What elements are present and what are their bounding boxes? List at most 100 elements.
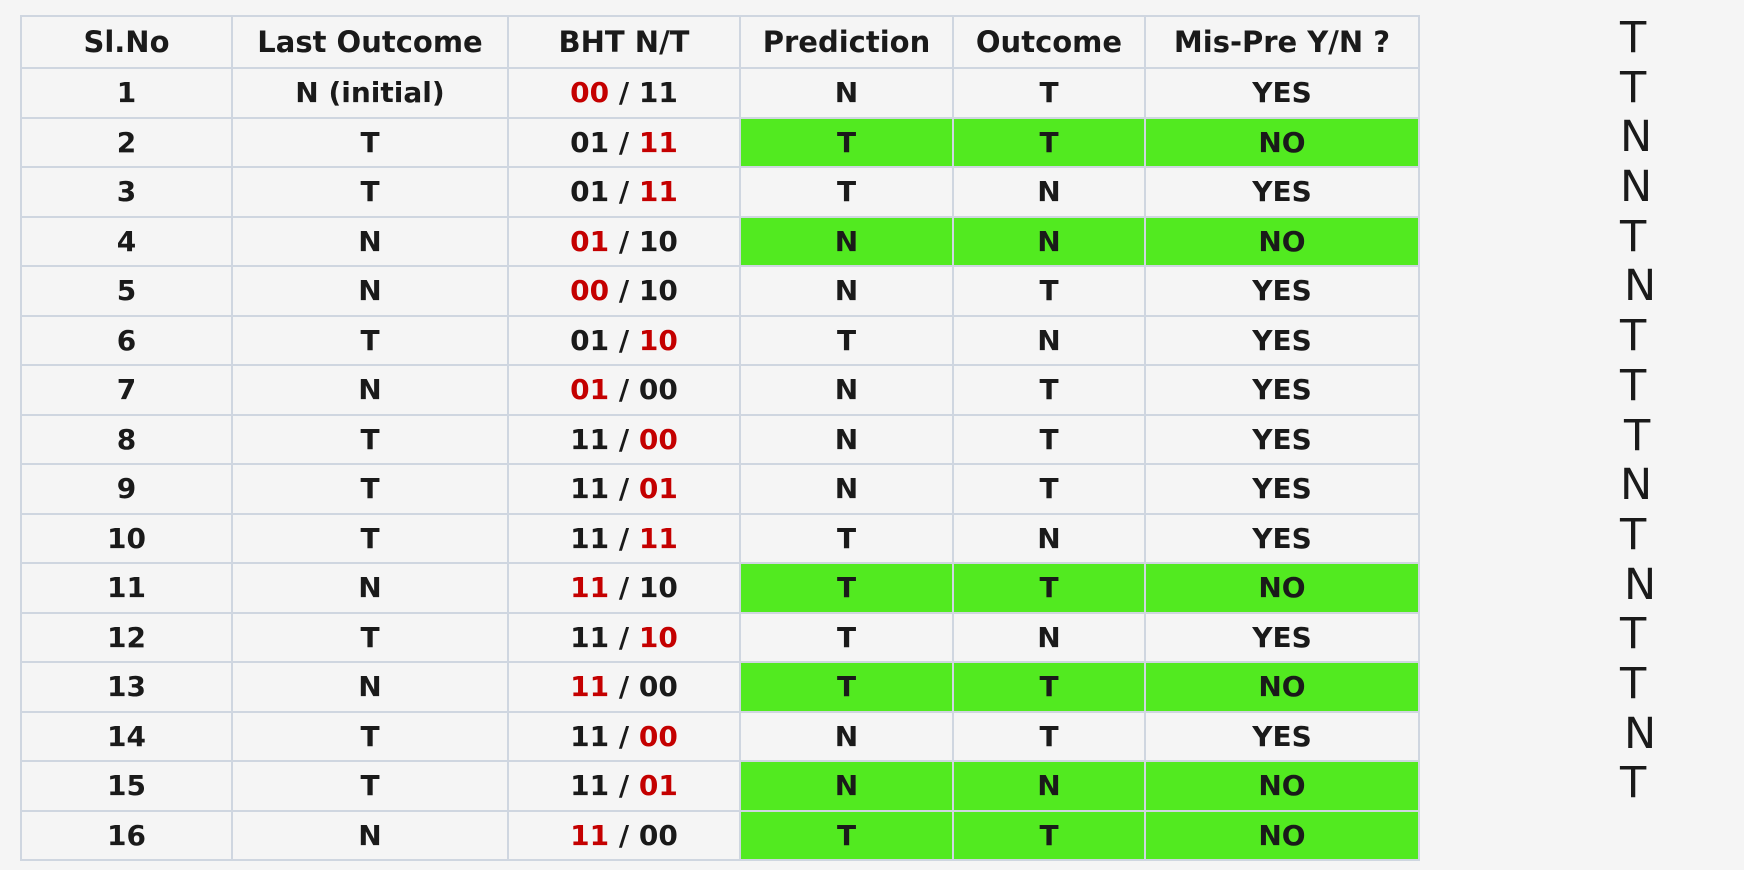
table-row: 9 T 11 / 01 N T YES	[20, 463, 1420, 515]
cell-slno: 13	[20, 661, 233, 713]
table-row: 12 T 11 / 10 T N YES	[20, 611, 1420, 663]
table-row: 10 T 11 / 11 T N YES	[20, 512, 1420, 564]
cell-slno: 7	[20, 364, 233, 416]
cell-mispredict: YES	[1144, 611, 1420, 663]
sequence-item: T	[1620, 62, 1647, 113]
cell-prediction: N	[739, 215, 954, 267]
cell-bht: 11 / 10	[507, 611, 741, 663]
cell-slno: 12	[20, 611, 233, 663]
bht-t-bits: 00	[638, 818, 678, 852]
sequence-item: T	[1620, 609, 1647, 660]
bht-n-bits: 01	[570, 373, 610, 407]
cell-prediction: T	[739, 166, 954, 218]
cell-prediction: T	[739, 611, 954, 663]
cell-slno: 6	[20, 314, 233, 366]
cell-outcome: T	[952, 710, 1146, 762]
cell-mispredict: NO	[1144, 116, 1420, 168]
cell-bht: 00 / 11	[507, 67, 741, 119]
sequence-item: T	[1624, 410, 1651, 461]
bht-separator: /	[609, 323, 639, 357]
cell-prediction: N	[739, 463, 954, 515]
cell-bht: 00 / 10	[507, 265, 741, 317]
bht-n-bits: 11	[570, 670, 610, 704]
cell-mispredict: NO	[1144, 562, 1420, 614]
cell-slno: 15	[20, 760, 233, 812]
cell-bht: 11 / 01	[507, 760, 741, 812]
header-row: Sl.No Last Outcome BHT N/T Prediction Ou…	[20, 15, 1420, 69]
bht-separator: /	[609, 521, 639, 555]
cell-bht: 11 / 00	[507, 809, 741, 861]
bht-t-bits: 11	[638, 175, 678, 209]
bht-separator: /	[609, 769, 639, 803]
cell-last-outcome: N	[231, 215, 509, 267]
cell-mispredict: NO	[1144, 809, 1420, 861]
bht-separator: /	[609, 571, 639, 605]
cell-prediction: T	[739, 562, 954, 614]
cell-last-outcome: T	[231, 710, 509, 762]
bht-n-bits: 11	[570, 571, 610, 605]
header-last-outcome: Last Outcome	[231, 15, 509, 69]
table-row: 13 N 11 / 00 T T NO	[20, 661, 1420, 713]
cell-bht: 11 / 01	[507, 463, 741, 515]
sequence-item: T	[1620, 658, 1647, 709]
bht-n-bits: 00	[570, 76, 610, 110]
cell-slno: 5	[20, 265, 233, 317]
bht-separator: /	[609, 224, 639, 258]
sequence-item: T	[1620, 211, 1647, 262]
cell-bht: 01 / 00	[507, 364, 741, 416]
cell-prediction: T	[739, 512, 954, 564]
bht-n-bits: 01	[570, 175, 610, 209]
table-row: 5 N 00 / 10 N T YES	[20, 265, 1420, 317]
cell-mispredict: YES	[1144, 364, 1420, 416]
bht-t-bits: 10	[638, 274, 678, 308]
cell-outcome: T	[952, 661, 1146, 713]
cell-last-outcome: N	[231, 562, 509, 614]
sequence-item: N	[1624, 708, 1657, 759]
header-prediction: Prediction	[739, 15, 954, 69]
bht-t-bits: 00	[638, 373, 678, 407]
cell-mispredict: NO	[1144, 215, 1420, 267]
bht-n-bits: 11	[570, 521, 610, 555]
cell-outcome: T	[952, 265, 1146, 317]
bht-separator: /	[609, 620, 639, 654]
sequence-item: N	[1620, 112, 1653, 163]
cell-outcome: T	[952, 562, 1146, 614]
bht-n-bits: 00	[570, 274, 610, 308]
cell-prediction: T	[739, 314, 954, 366]
cell-slno: 10	[20, 512, 233, 564]
sequence-item: N	[1620, 162, 1653, 213]
cell-last-outcome: T	[231, 413, 509, 465]
sequence-item: N	[1624, 559, 1657, 610]
cell-slno: 16	[20, 809, 233, 861]
cell-bht: 01 / 11	[507, 116, 741, 168]
bht-n-bits: 11	[570, 769, 610, 803]
bht-separator: /	[609, 472, 639, 506]
bht-t-bits: 11	[638, 125, 678, 159]
cell-last-outcome: T	[231, 611, 509, 663]
sequence-item: T	[1620, 311, 1647, 362]
cell-mispredict: YES	[1144, 512, 1420, 564]
bht-separator: /	[609, 422, 639, 456]
cell-mispredict: YES	[1144, 166, 1420, 218]
cell-prediction: T	[739, 661, 954, 713]
cell-slno: 14	[20, 710, 233, 762]
cell-outcome: T	[952, 463, 1146, 515]
bht-t-bits: 11	[638, 521, 678, 555]
bht-separator: /	[609, 274, 639, 308]
bht-t-bits: 11	[638, 76, 678, 110]
cell-outcome: T	[952, 809, 1146, 861]
table-row: 3 T 01 / 11 T N YES	[20, 166, 1420, 218]
cell-prediction: N	[739, 265, 954, 317]
cell-last-outcome: T	[231, 116, 509, 168]
cell-last-outcome: T	[231, 314, 509, 366]
cell-slno: 8	[20, 413, 233, 465]
cell-prediction: T	[739, 809, 954, 861]
cell-prediction: N	[739, 364, 954, 416]
bht-separator: /	[609, 373, 639, 407]
bht-t-bits: 10	[638, 323, 678, 357]
bht-n-bits: 11	[570, 422, 610, 456]
bht-t-bits: 00	[638, 719, 678, 753]
